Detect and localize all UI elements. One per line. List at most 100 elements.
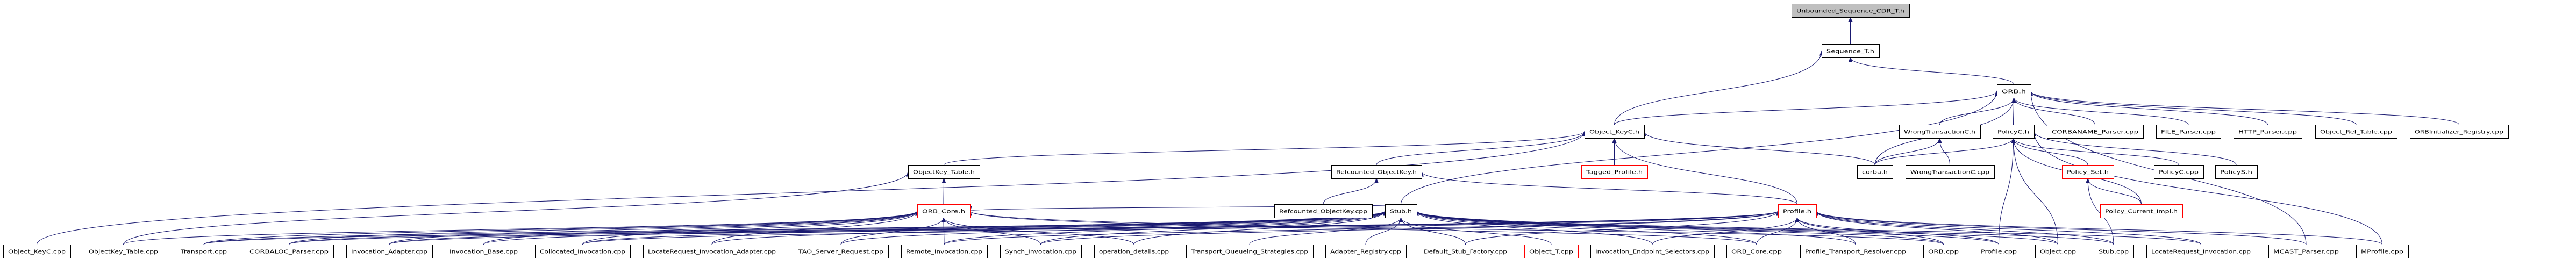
node-objectkey-table-cpp[interactable]: ObjectKey_Table.cpp <box>84 245 163 258</box>
edge-corbaloc-to-orbcoreh <box>289 210 919 245</box>
node-mprofile-cpp[interactable]: MProfile.cpp <box>2356 245 2409 258</box>
edge-okccpp-to-okch <box>37 131 1587 245</box>
node-box <box>1590 245 1715 258</box>
node-profile-transport-resolver-cpp[interactable]: Profile_Transport_Resolver.cpp <box>1800 245 1911 258</box>
node-tao-server-request-cpp[interactable]: TAO_Server_Request.cpp <box>794 245 889 258</box>
node-box <box>2410 125 2509 139</box>
node-policy-current-impl-h[interactable]: Policy_Current_Impl.h <box>2100 204 2183 218</box>
edge-opdet-to-orbcoreh <box>941 217 1134 245</box>
node-tagged-profile-h[interactable]: Tagged_Profile.h <box>1581 165 1648 179</box>
edge-profileh-to-rokh <box>1419 171 1797 205</box>
node-refcounted-objectkey-h[interactable]: Refcounted_ObjectKey.h <box>1331 165 1422 179</box>
node-label: Object_Ref_Table.cpp <box>2320 130 2392 135</box>
edge-tsr-to-stubh <box>840 210 1387 245</box>
node-object-ref-table-cpp[interactable]: Object_Ref_Table.cpp <box>2315 125 2397 139</box>
node-orbinitializer-registry-cpp[interactable]: ORBInitializer_Registry.cpp <box>2410 125 2509 139</box>
edge-colloc-to-stubh <box>582 210 1387 245</box>
node-synch-invocation-cpp[interactable]: Synch_Invocation.cpp <box>1000 245 1082 258</box>
node-profile-cpp[interactable]: Profile.cpp <box>1976 245 2022 258</box>
node-label: LocateRequest_Invocation_Adapter.cpp <box>648 249 776 255</box>
node-label: PolicyC.h <box>1997 130 2029 135</box>
edge-profileh-to-okch <box>1612 138 1797 205</box>
node-object-t-cpp[interactable]: Object_T.cpp <box>1524 245 1579 258</box>
node-box <box>1899 125 1981 139</box>
edge-orbinit-to-orbh <box>2029 90 2459 125</box>
node-label: Profile_Transport_Resolver.cpp <box>1805 249 1906 255</box>
node-transport-cpp[interactable]: Transport.cpp <box>176 245 232 258</box>
node-box <box>2100 204 2183 218</box>
node-label: Profile.h <box>1783 209 1811 215</box>
edge-profilecpp-to-stubh <box>1415 210 1999 245</box>
edge-polccpp-to-polch <box>2011 138 2179 166</box>
edge-mprofile-to-polch <box>2032 131 2382 245</box>
node-label: WrongTransactionC.h <box>1904 130 1975 135</box>
node-policyc-cpp[interactable]: PolicyC.cpp <box>2154 165 2204 179</box>
edge-oktcpp-to-orbcoreh <box>123 210 919 245</box>
node-collocated-invocation-cpp[interactable]: Collocated_Invocation.cpp <box>535 245 631 258</box>
node-label: operation_details.cpp <box>1099 249 1169 255</box>
node-box <box>445 245 523 258</box>
node-stub-h[interactable]: Stub.h <box>1385 204 1417 218</box>
node-stub-cpp[interactable]: Stub.cpp <box>2094 245 2134 258</box>
node-box <box>1726 245 1787 258</box>
node-locaterequest-invocation-cpp[interactable]: LocateRequest_Invocation.cpp <box>2146 245 2256 258</box>
node-box <box>1186 245 1314 258</box>
node-corbaname-parser-cpp[interactable]: CORBANAME_Parser.cpp <box>2047 125 2144 139</box>
edge-stubcpp-to-profileh <box>1814 210 2114 245</box>
node-label: Synch_Invocation.cpp <box>1005 249 1076 255</box>
node-label: ORBInitializer_Registry.cpp <box>2415 130 2503 135</box>
node-profile-h[interactable]: Profile.h <box>1778 204 1817 218</box>
node-file-parser-cpp[interactable]: FILE_Parser.cpp <box>2156 125 2221 139</box>
node-label: Remote_Invocation.cpp <box>906 249 982 255</box>
node-label: MProfile.cpp <box>2361 249 2403 255</box>
node-orb-core-h[interactable]: ORB_Core.h <box>917 204 971 218</box>
node-label: LocateRequest_Invocation.cpp <box>2151 249 2251 255</box>
edge-profilecpp-to-polch <box>1999 138 2016 245</box>
node-operation-details-cpp[interactable]: operation_details.cpp <box>1094 245 1174 258</box>
node-policyc-h[interactable]: PolicyC.h <box>1993 125 2035 139</box>
node-orb-core-cpp[interactable]: ORB_Core.cpp <box>1726 245 1787 258</box>
node-invocation-adapter-cpp[interactable]: Invocation_Adapter.cpp <box>346 245 433 258</box>
node-object-cpp[interactable]: Object.cpp <box>2035 245 2081 258</box>
node-object-keyc-cpp[interactable]: Object_KeyC.cpp <box>3 245 71 258</box>
node-box <box>535 245 631 258</box>
node-box <box>1000 245 1082 258</box>
node-policy-set-h[interactable]: Policy_Set.h <box>2062 165 2114 179</box>
node-corba-h[interactable]: corba.h <box>1857 165 1893 179</box>
node-objectkey-table-h[interactable]: ObjectKey_Table.h <box>908 165 980 179</box>
node-transport-queueing-strategies-cpp[interactable]: Transport_Queueing_Strategies.cpp <box>1186 245 1314 258</box>
node-default-stub-factory-cpp[interactable]: Default_Stub_Factory.cpp <box>1419 245 1512 258</box>
node-invocation-base-cpp[interactable]: Invocation_Base.cpp <box>445 245 523 258</box>
node-wrongtransactionc-cpp[interactable]: WrongTransactionC.cpp <box>1906 165 1995 179</box>
node-label: Refcounted_ObjectKey.cpp <box>1279 209 1367 215</box>
node-wrongtransactionc-h[interactable]: WrongTransactionC.h <box>1899 125 1981 139</box>
edge-synch-to-stubh <box>1040 210 1387 245</box>
node-box <box>2156 125 2221 139</box>
node-object-keyc-h[interactable]: Object_KeyC.h <box>1585 125 1645 139</box>
node-box <box>908 165 980 179</box>
edge-orbcpp-to-orbcoreh <box>968 210 1944 245</box>
node-policys-h[interactable]: PolicyS.h <box>2215 165 2258 179</box>
node-corbaloc-parser-cpp[interactable]: CORBALOC_Parser.cpp <box>245 245 334 258</box>
edge-polsh-to-polch <box>2032 131 2237 166</box>
node-sequence-t-h[interactable]: Sequence_T.h <box>1822 44 1880 58</box>
node-http-parser-cpp[interactable]: HTTP_Parser.cpp <box>2234 125 2302 139</box>
node-box <box>1094 245 1174 258</box>
node-orb-cpp[interactable]: ORB.cpp <box>1923 245 1964 258</box>
node-remote-invocation-cpp[interactable]: Remote_Invocation.cpp <box>901 245 988 258</box>
edge-orbcorecpp-to-stubh <box>1415 210 1757 245</box>
node-refcounted-objectkey-cpp[interactable]: Refcounted_ObjectKey.cpp <box>1274 204 1373 218</box>
node-adapter-registry-cpp[interactable]: Adapter_Registry.cpp <box>1325 245 1407 258</box>
node-invocation-endpoint-selectors-cpp[interactable]: Invocation_Endpoint_Selectors.cpp <box>1590 245 1715 258</box>
node-locaterequest-invocation-adapter-cpp[interactable]: LocateRequest_Invocation_Adapter.cpp <box>643 245 781 258</box>
edge-orbcpp-to-stubh <box>1415 210 1944 245</box>
nodes: Unbounded_Sequence_CDR_T.h Sequence_T.h OR… <box>3 4 2509 258</box>
node-box <box>1792 4 1910 18</box>
node-mcast-parser-cpp[interactable]: MCAST_Parser.cpp <box>2268 245 2344 258</box>
node-label: Invocation_Base.cpp <box>449 249 518 255</box>
edge-colloc-to-profileh <box>582 210 1780 245</box>
edge-stubh-to-orbh <box>1401 90 1999 205</box>
node-unbounded-sequence-cdr-t-h[interactable]: Unbounded_Sequence_CDR_T.h <box>1792 4 1910 18</box>
node-orb-h[interactable]: ORB.h <box>1997 84 2031 98</box>
edge-ies-to-stubh <box>1415 210 1653 245</box>
